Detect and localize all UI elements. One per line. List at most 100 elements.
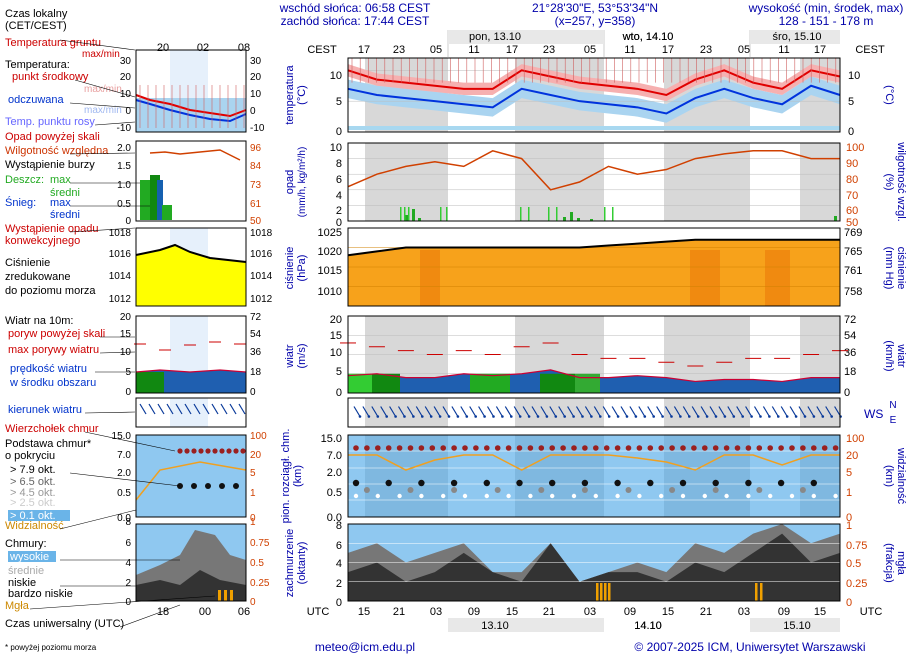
- compass-e: E: [890, 415, 897, 426]
- legend-tick-label: 0.75: [250, 538, 270, 549]
- tick-label: 54: [844, 330, 856, 342]
- tick-label: 0: [336, 217, 342, 229]
- legend-text-cloud_top: Wierzchołek chmur: [5, 423, 99, 435]
- cloud-base-dot: [363, 487, 370, 493]
- legend-text-gust_above: poryw powyżej skali: [8, 328, 105, 340]
- precip-max-bar: [446, 207, 448, 221]
- wind-arrow: [807, 406, 815, 417]
- wind-arrow: [513, 406, 521, 417]
- legend-high-box: [8, 551, 56, 562]
- legend-tick-label: 0.25: [250, 578, 270, 589]
- legend-text-pressure2: zredukowane: [5, 271, 70, 283]
- wind-arrow-head: [456, 415, 460, 418]
- tick-label: 8: [336, 520, 342, 532]
- wind-speed-segment: [372, 373, 400, 393]
- legend-tick-label: 5: [250, 468, 256, 479]
- legend-tick-label: 72: [250, 312, 262, 323]
- cloud-top-dot: [680, 445, 686, 451]
- legend-chart-border: [135, 523, 247, 602]
- cloud-top-dot: [647, 445, 654, 451]
- cest-label: CEST: [855, 44, 885, 56]
- wind-arrow-head: [492, 415, 495, 418]
- cloud-base-dot: [581, 479, 589, 487]
- wind-arrow-head: [465, 415, 469, 418]
- cloud-top-dot: [745, 445, 752, 451]
- tick-label: 10: [330, 347, 342, 359]
- legend-tick-label: 84: [250, 161, 262, 172]
- cloud-top-dot: [669, 445, 675, 451]
- cloud-top-dot: [353, 445, 359, 451]
- cloud-top-dot: [702, 445, 708, 451]
- cloud-top-dot: [614, 445, 621, 451]
- legend-text-local_time_tz: (CET/CEST): [5, 20, 67, 32]
- axis-title: wilgotność wzgl.: [895, 141, 907, 221]
- wind-arrow: [629, 406, 637, 417]
- legend-wind-arrow: [139, 403, 147, 415]
- cloud-base-dot: [799, 487, 806, 493]
- legend-leader: [74, 79, 136, 98]
- legend-text-footnote: * powyżej poziomu morza: [5, 643, 97, 652]
- tick-label: 769: [844, 227, 862, 239]
- axis-title: (oktanty): [296, 542, 308, 585]
- precip-max-bar: [548, 207, 550, 221]
- cloud-base-dot: [712, 487, 719, 493]
- legend-top-tick: 02: [197, 42, 209, 54]
- tick-label: 0: [844, 387, 850, 399]
- tick-label: 2: [336, 578, 342, 590]
- precip-bar: [590, 219, 593, 221]
- fog-bar: [600, 583, 603, 601]
- wind-arrow-head: [634, 415, 638, 418]
- top-hour-label: 23: [700, 44, 712, 56]
- wind-arrow-head: [794, 415, 798, 418]
- tick-label: 7.0: [327, 450, 342, 462]
- legend-cloud-base-dot: [191, 483, 197, 489]
- legend-text-precip_occ2: konwekcyjnego: [5, 235, 80, 247]
- night-band: [664, 398, 750, 427]
- cloud-top-dot: [734, 445, 741, 451]
- legend-cloud-base-dot: [233, 483, 239, 489]
- tick-label: 50: [846, 217, 858, 229]
- bottom-hour-label: 09: [778, 606, 790, 618]
- cloud-base-dot: [407, 487, 414, 493]
- cloud-top-dot: [375, 445, 381, 451]
- cloud-base-dot: [833, 493, 838, 499]
- wind-arrow: [647, 406, 655, 417]
- legend-tick-label: 18: [250, 367, 262, 378]
- tick-label: 72: [844, 314, 856, 326]
- legend-text-max_min1: max/min: [84, 84, 122, 95]
- cloud-base-dot: [385, 479, 392, 487]
- legend-tick-label: 7.0: [117, 450, 131, 461]
- wind-arrow: [406, 406, 414, 417]
- night-band: [515, 143, 604, 221]
- legend-cloud-top-dot: [177, 448, 183, 454]
- wind-arrow-head: [483, 415, 486, 418]
- legend-text-max: max: [50, 174, 71, 186]
- axis-title: (°C): [296, 85, 308, 105]
- fog-bar: [755, 583, 758, 601]
- legend-tick-label: 15.0: [112, 431, 132, 442]
- cloud-base-dot: [484, 493, 489, 499]
- night-band: [515, 398, 604, 427]
- tick-label: 100: [846, 433, 864, 445]
- legend-tick-label: 0: [125, 387, 131, 398]
- compass-ws: WS: [864, 407, 883, 421]
- tick-label: 2.0: [327, 467, 342, 479]
- wind-arrow: [558, 406, 566, 417]
- tick-label: 15.0: [321, 433, 342, 445]
- cloud-base-dot: [777, 479, 785, 487]
- legend-tick-label: 30: [250, 56, 262, 67]
- legend-text-snow: Śnieg:: [5, 196, 36, 209]
- wind-arrow-head: [358, 415, 362, 418]
- wind-arrow-head: [412, 415, 415, 418]
- legend-tick-label: 0: [250, 513, 256, 524]
- legend-leader: [59, 39, 136, 51]
- wind-arrow-head: [367, 415, 371, 418]
- precip-bar: [563, 217, 566, 221]
- wind-arrow-head: [554, 415, 558, 418]
- tick-label: 5: [846, 467, 852, 479]
- wind-arrow: [522, 406, 530, 417]
- cloud-base-dot: [756, 487, 763, 493]
- top-hour-label: 05: [430, 44, 442, 56]
- wind-arrow-head: [385, 415, 389, 418]
- cloud-top-dot: [582, 445, 588, 451]
